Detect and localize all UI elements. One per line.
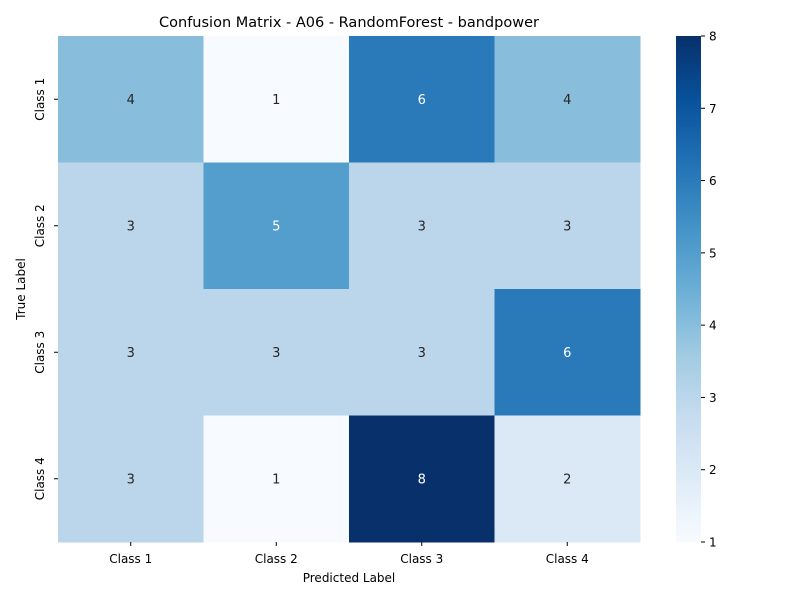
heatmap-cell bbox=[203, 289, 350, 416]
x-tick-label: Class 1 bbox=[109, 552, 152, 566]
x-tick-label: Class 4 bbox=[546, 552, 589, 566]
heatmap-cell bbox=[349, 289, 495, 416]
cell-value-label: 3 bbox=[127, 346, 135, 361]
cell-value-label: 5 bbox=[272, 219, 280, 234]
y-tick-label: Class 3 bbox=[33, 331, 47, 374]
y-axis-ticks: Class 1 Class 2 Class 3 Class 4 bbox=[33, 78, 58, 500]
cell-value-label: 4 bbox=[127, 93, 135, 108]
y-axis-label: True Label bbox=[14, 258, 28, 321]
colorbar-tick-label: 2 bbox=[709, 463, 717, 477]
heatmap-cell bbox=[494, 162, 641, 290]
colorbar-tick-label: 1 bbox=[709, 536, 717, 550]
cell-value-label: 6 bbox=[563, 346, 571, 361]
colorbar bbox=[676, 36, 701, 542]
x-axis-ticks: Class 1 Class 2 Class 3 Class 4 bbox=[109, 542, 589, 566]
heatmap-cell bbox=[494, 415, 641, 543]
heatmap-cell bbox=[58, 36, 204, 163]
colorbar-tick-label: 4 bbox=[709, 319, 717, 333]
cell-value-label: 3 bbox=[563, 219, 571, 234]
heatmap-cell bbox=[203, 162, 350, 290]
x-axis-label: Predicted Label bbox=[303, 571, 396, 585]
heatmap-cell bbox=[494, 36, 641, 163]
y-tick-label: Class 2 bbox=[33, 204, 47, 247]
colorbar-tick-label: 3 bbox=[709, 391, 717, 405]
y-tick-label: Class 4 bbox=[33, 457, 47, 500]
cell-value-label: 1 bbox=[272, 472, 280, 487]
cell-value-label: 1 bbox=[272, 93, 280, 108]
colorbar-tick-label: 7 bbox=[709, 102, 717, 116]
heatmap-cells: 4 1 6 4 3 5 3 3 3 3 3 6 3 1 8 2 bbox=[58, 36, 641, 543]
colorbar-ticks: 1 2 3 4 5 6 7 8 bbox=[701, 30, 717, 550]
heatmap-cell bbox=[349, 162, 495, 290]
x-tick-label: Class 3 bbox=[400, 552, 443, 566]
chart-title: Confusion Matrix - A06 - RandomForest - … bbox=[159, 15, 539, 31]
cell-value-label: 3 bbox=[127, 472, 135, 487]
y-tick-label: Class 1 bbox=[33, 78, 47, 121]
heatmap-cell bbox=[58, 162, 204, 290]
cell-value-label: 3 bbox=[418, 346, 426, 361]
cell-value-label: 4 bbox=[563, 93, 571, 108]
cell-value-label: 3 bbox=[272, 346, 280, 361]
x-tick-label: Class 2 bbox=[255, 552, 298, 566]
heatmap-cell bbox=[349, 415, 495, 543]
cell-value-label: 3 bbox=[418, 219, 426, 234]
heatmap-cell bbox=[58, 415, 204, 543]
colorbar-tick-label: 5 bbox=[709, 246, 717, 260]
cell-value-label: 6 bbox=[418, 93, 426, 108]
colorbar-tick-label: 8 bbox=[709, 30, 717, 44]
heatmap-cell bbox=[494, 289, 641, 416]
heatmap-cell bbox=[203, 36, 350, 163]
cell-value-label: 8 bbox=[418, 472, 426, 487]
heatmap-cell bbox=[58, 289, 204, 416]
cell-value-label: 2 bbox=[563, 472, 571, 487]
colorbar-tick-label: 6 bbox=[709, 174, 717, 188]
heatmap-cell bbox=[203, 415, 350, 543]
cell-value-label: 3 bbox=[127, 219, 135, 234]
heatmap-cell bbox=[349, 36, 495, 163]
